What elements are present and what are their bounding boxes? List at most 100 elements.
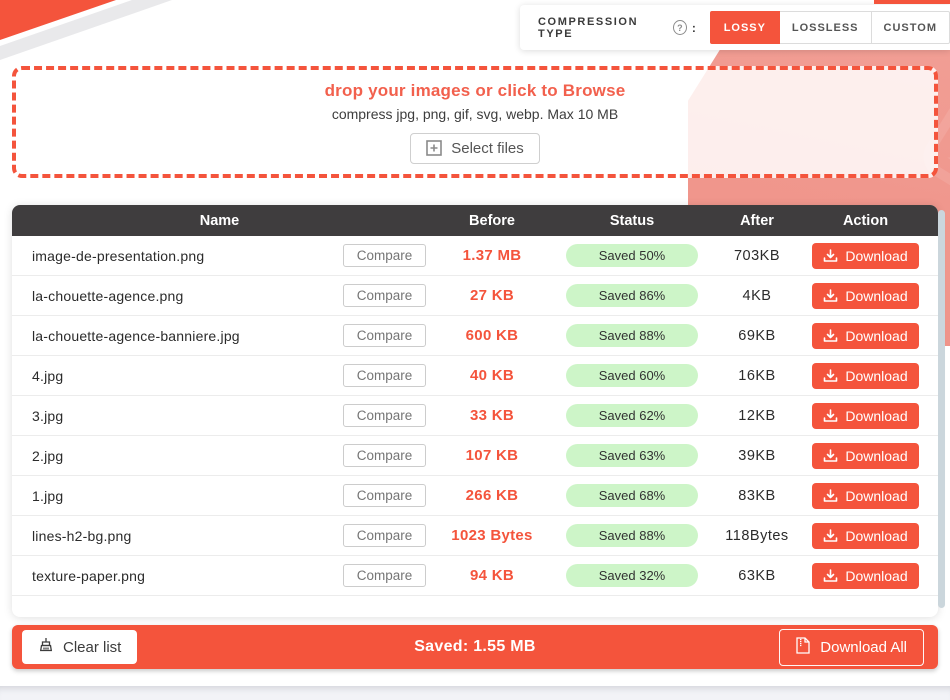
- after-size: 703KB: [733, 247, 781, 264]
- download-button[interactable]: Download: [812, 322, 919, 349]
- table-row: 2.jpg Compare 107 KB Saved 63% 39KB Down…: [12, 436, 938, 476]
- table-row: 1.jpg Compare 266 KB Saved 68% 83KB Down…: [12, 476, 938, 516]
- table-row: la-chouette-agence-banniere.jpg Compare …: [12, 316, 938, 356]
- download-tray-icon: [823, 568, 838, 583]
- file-name: la-chouette-agence.png: [32, 287, 184, 304]
- download-button[interactable]: Download: [812, 522, 919, 549]
- after-size: 63KB: [738, 567, 776, 584]
- file-name: lines-h2-bg.png: [32, 527, 132, 544]
- page-footer-strip: [0, 686, 950, 700]
- download-tray-icon: [823, 408, 838, 423]
- compare-button[interactable]: Compare: [342, 364, 427, 387]
- saved-status-badge: Saved 63%: [566, 444, 698, 467]
- file-name: 3.jpg: [32, 407, 64, 424]
- after-size: 4KB: [742, 287, 772, 304]
- saved-status-badge: Saved 62%: [566, 404, 698, 427]
- file-name: 2.jpg: [32, 447, 64, 464]
- download-button[interactable]: Download: [812, 402, 919, 429]
- after-size: 16KB: [738, 367, 776, 384]
- before-size: 1.37 MB: [462, 247, 522, 264]
- dropzone[interactable]: drop your images or click to Browse comp…: [12, 66, 938, 178]
- compression-type-colon: :: [691, 20, 696, 35]
- compare-button[interactable]: Compare: [342, 484, 427, 507]
- before-size: 94 KB: [469, 567, 515, 584]
- download-button[interactable]: Download: [812, 562, 919, 589]
- after-size: 83KB: [738, 487, 776, 504]
- compare-button[interactable]: Compare: [342, 284, 427, 307]
- question-circle-icon[interactable]: ?: [672, 20, 687, 35]
- after-size: 39KB: [738, 447, 776, 464]
- broom-icon: [38, 637, 54, 657]
- download-tray-icon: [823, 368, 838, 383]
- footer-action-bar: Clear list Saved: 1.55 MB Download All: [12, 625, 938, 669]
- column-header-name: Name: [199, 212, 240, 229]
- table-row: texture-paper.png Compare 94 KB Saved 32…: [12, 556, 938, 596]
- top-edge-accent: [874, 0, 950, 4]
- column-header-after: After: [740, 212, 774, 229]
- compression-type-segmented-control: LOSSY LOSSLESS CUSTOM: [709, 11, 950, 44]
- download-button[interactable]: Download: [812, 282, 919, 309]
- file-name: 4.jpg: [32, 367, 64, 384]
- download-all-button[interactable]: Download All: [779, 628, 924, 666]
- table-body: image-de-presentation.png Compare 1.37 M…: [12, 236, 938, 596]
- column-header-before: Before: [469, 212, 515, 229]
- table-row: 4.jpg Compare 40 KB Saved 60% 16KB Downl…: [12, 356, 938, 396]
- compression-type-card: COMPRESSION TYPE ? : LOSSY LOSSLESS CUST…: [520, 5, 950, 50]
- download-button[interactable]: Download: [812, 362, 919, 389]
- clear-list-button[interactable]: Clear list: [22, 630, 138, 664]
- compare-button[interactable]: Compare: [342, 564, 427, 587]
- tab-custom[interactable]: CUSTOM: [871, 11, 950, 44]
- download-tray-icon: [823, 328, 838, 343]
- download-tray-icon: [823, 488, 838, 503]
- compare-button[interactable]: Compare: [342, 404, 427, 427]
- zip-file-icon: [796, 636, 810, 658]
- before-size: 40 KB: [469, 367, 515, 384]
- download-tray-icon: [823, 288, 838, 303]
- download-button[interactable]: Download: [812, 242, 919, 269]
- results-table: Name Before Status After Action image-de…: [12, 205, 938, 617]
- table-scrollbar[interactable]: [938, 210, 945, 608]
- table-row: image-de-presentation.png Compare 1.37 M…: [12, 236, 938, 276]
- tab-lossless[interactable]: LOSSLESS: [779, 11, 872, 44]
- compare-button[interactable]: Compare: [342, 444, 427, 467]
- download-button[interactable]: Download: [812, 482, 919, 509]
- before-size: 33 KB: [469, 407, 515, 424]
- plus-square-icon: [426, 140, 443, 156]
- clear-list-label: Clear list: [63, 638, 122, 656]
- file-name: 1.jpg: [32, 487, 64, 504]
- after-size: 69KB: [738, 327, 776, 344]
- compare-button[interactable]: Compare: [342, 244, 427, 267]
- tab-lossy[interactable]: LOSSY: [709, 11, 780, 44]
- dropzone-subtitle: compress jpg, png, gif, svg, webp. Max 1…: [331, 105, 619, 122]
- before-size: 107 KB: [465, 447, 519, 464]
- table-row: 3.jpg Compare 33 KB Saved 62% 12KB Downl…: [12, 396, 938, 436]
- saved-status-badge: Saved 88%: [566, 524, 698, 547]
- download-all-label: Download All: [820, 638, 907, 656]
- compression-type-label: COMPRESSION TYPE: [538, 15, 639, 40]
- before-size: 27 KB: [469, 287, 515, 304]
- after-size: 12KB: [738, 407, 776, 424]
- saved-status-badge: Saved 32%: [566, 564, 698, 587]
- saved-status-badge: Saved 50%: [566, 244, 698, 267]
- table-row: lines-h2-bg.png Compare 1023 Bytes Saved…: [12, 516, 938, 556]
- file-name: image-de-presentation.png: [32, 247, 205, 264]
- after-size: 118Bytes: [725, 527, 789, 544]
- compare-button[interactable]: Compare: [342, 324, 427, 347]
- saved-status-badge: Saved 68%: [566, 484, 698, 507]
- select-files-label: Select files: [451, 139, 524, 157]
- download-tray-icon: [823, 528, 838, 543]
- saved-status-badge: Saved 86%: [566, 284, 698, 307]
- saved-status-badge: Saved 88%: [566, 324, 698, 347]
- file-name: la-chouette-agence-banniere.jpg: [32, 327, 240, 344]
- dropzone-title: drop your images or click to Browse: [324, 80, 626, 100]
- download-button[interactable]: Download: [812, 442, 919, 469]
- column-header-action: Action: [842, 212, 889, 229]
- table-header-row: Name Before Status After Action: [12, 205, 938, 236]
- download-tray-icon: [823, 448, 838, 463]
- before-size: 1023 Bytes: [451, 527, 533, 544]
- select-files-button[interactable]: Select files: [410, 132, 540, 164]
- before-size: 600 KB: [465, 327, 519, 344]
- download-tray-icon: [823, 248, 838, 263]
- compare-button[interactable]: Compare: [342, 524, 427, 547]
- saved-status-badge: Saved 60%: [566, 364, 698, 387]
